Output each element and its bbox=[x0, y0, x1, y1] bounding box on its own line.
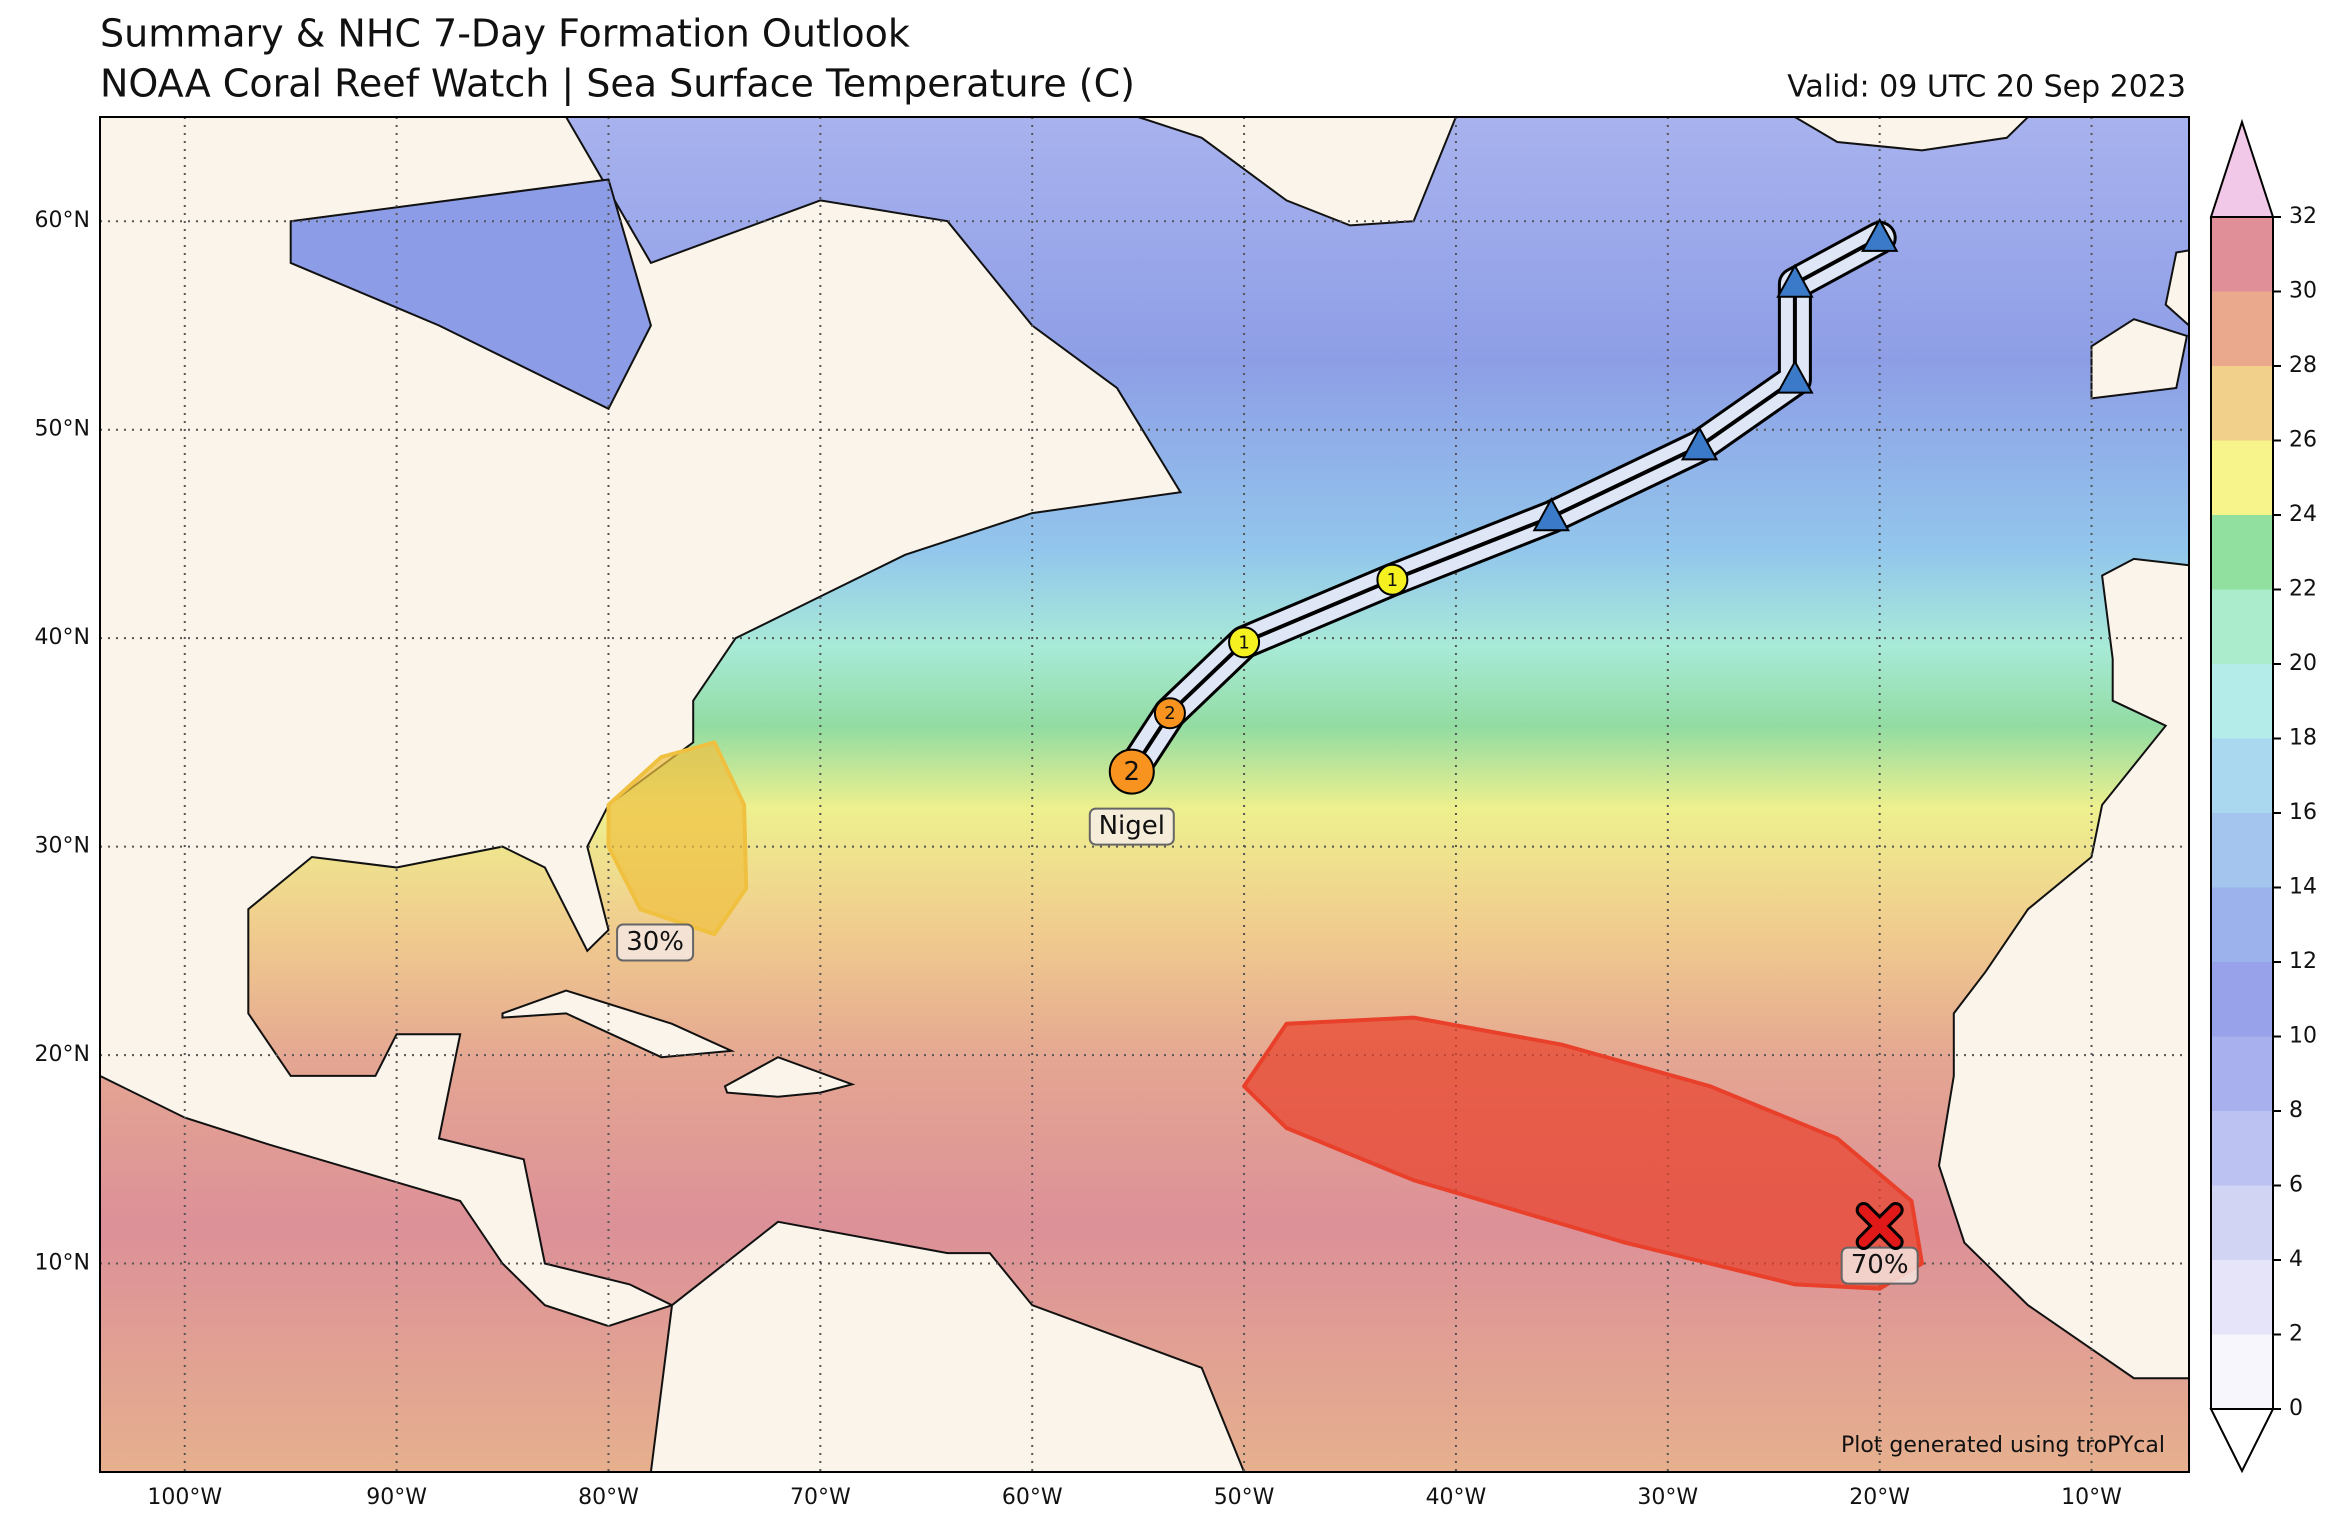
colorbar-tick-label: 30 bbox=[2289, 279, 2317, 304]
colorbar-band bbox=[2211, 366, 2273, 441]
land bbox=[1792, 117, 2030, 152]
colorbar-tick-label: 12 bbox=[2289, 949, 2317, 974]
colorbar-tick-label: 8 bbox=[2289, 1098, 2303, 1123]
colorbar-tick-label: 6 bbox=[2289, 1173, 2303, 1198]
map-frame bbox=[99, 116, 2190, 1473]
track-point-label: 2 bbox=[1124, 757, 1141, 787]
colorbar-tick-label: 4 bbox=[2289, 1247, 2303, 1272]
valid-time: Valid: 09 UTC 20 Sep 2023 bbox=[1787, 70, 2186, 105]
lat-label: 20°N bbox=[35, 1042, 90, 1067]
land bbox=[501, 989, 736, 1059]
credit: Plot generated using troPYcal bbox=[1841, 1433, 2165, 1458]
lon-label: 10°W bbox=[2061, 1485, 2122, 1510]
colorbar-tick-label: 28 bbox=[2289, 353, 2317, 378]
land bbox=[649, 1220, 1246, 1472]
outlook-label: 70% bbox=[1851, 1250, 1909, 1280]
lon-label: 90°W bbox=[366, 1485, 427, 1510]
label-box bbox=[1088, 807, 1175, 846]
colorbar-band bbox=[2211, 887, 2273, 962]
lat-label: 50°N bbox=[35, 417, 90, 442]
lat-label: 40°N bbox=[35, 625, 90, 650]
lon-label: 20°W bbox=[1849, 1485, 1910, 1510]
colorbar-band bbox=[2211, 1185, 2273, 1260]
colorbar-band bbox=[2211, 1111, 2273, 1186]
colorbar-tick-label: 24 bbox=[2289, 502, 2317, 527]
colorbar-band bbox=[2211, 291, 2273, 366]
colorbar-tick-label: 0 bbox=[2289, 1396, 2303, 1421]
colorbar-tick-label: 26 bbox=[2289, 428, 2317, 453]
lon-label: 50°W bbox=[1214, 1485, 1275, 1510]
lat-label: 30°N bbox=[35, 834, 90, 859]
colorbar-band bbox=[2211, 962, 2273, 1037]
land bbox=[2164, 249, 2189, 430]
colorbar-band bbox=[2211, 738, 2273, 813]
colorbar-tick-label: 20 bbox=[2289, 651, 2317, 676]
lon-label: 70°W bbox=[790, 1485, 851, 1510]
outlook-label: 30% bbox=[626, 927, 684, 957]
track-point bbox=[1680, 426, 1719, 461]
track-point bbox=[1108, 748, 1155, 795]
outlook-area bbox=[606, 740, 749, 937]
colorbar-tick-label: 2 bbox=[2289, 1322, 2303, 1347]
hudson-bay bbox=[289, 178, 652, 411]
storm-name: Nigel bbox=[1099, 811, 1165, 841]
colorbar-band bbox=[2211, 1334, 2273, 1409]
colorbar-tick-label: 32 bbox=[2289, 204, 2317, 229]
lat-label: 60°N bbox=[35, 208, 90, 233]
land bbox=[1137, 117, 1457, 227]
colorbar-extend bbox=[2209, 118, 2275, 218]
colorbar-tick-label: 18 bbox=[2289, 726, 2317, 751]
colorbar-band bbox=[2211, 664, 2273, 739]
track-point-label: 2 bbox=[1164, 703, 1175, 724]
map: 30% 70% 2 2 1 1 Nigel bbox=[100, 117, 2189, 1472]
track-point bbox=[1153, 697, 1186, 730]
colorbar-band bbox=[2211, 440, 2273, 515]
colorbar-band bbox=[2211, 1036, 2273, 1111]
land bbox=[100, 117, 1183, 1328]
colorbar-extend bbox=[2209, 1408, 2275, 1474]
lon-label: 60°W bbox=[1002, 1485, 1063, 1510]
track-point bbox=[1228, 626, 1261, 659]
track-point-label: 1 bbox=[1238, 632, 1249, 653]
title: Summary & NHC 7-Day Formation Outlook bbox=[100, 12, 910, 56]
track-point bbox=[1776, 263, 1814, 298]
lon-label: 80°W bbox=[578, 1485, 639, 1510]
colorbar-tick-label: 14 bbox=[2289, 875, 2317, 900]
colorbar-band bbox=[2211, 1260, 2273, 1335]
land bbox=[2090, 318, 2189, 400]
track-point-label: 1 bbox=[1387, 570, 1398, 591]
lat-label: 10°N bbox=[35, 1251, 90, 1276]
track-point bbox=[1532, 497, 1570, 532]
colorbar-tick-label: 22 bbox=[2289, 577, 2317, 602]
lon-label: 100°W bbox=[147, 1485, 222, 1510]
lon-label: 40°W bbox=[1426, 1485, 1487, 1510]
track-point bbox=[1376, 563, 1409, 596]
colorbar-band bbox=[2211, 217, 2273, 292]
subtitle: NOAA Coral Reef Watch | Sea Surface Temp… bbox=[100, 62, 1135, 107]
colorbar-band bbox=[2211, 515, 2273, 590]
land bbox=[1937, 557, 2189, 1380]
colorbar-tick-label: 16 bbox=[2289, 800, 2317, 825]
label-box bbox=[616, 923, 695, 962]
colorbar-tick-label: 10 bbox=[2289, 1024, 2317, 1049]
label-box bbox=[1840, 1246, 1919, 1285]
formation-x bbox=[1858, 1205, 1901, 1248]
track-point bbox=[1860, 217, 1899, 252]
track-point bbox=[1776, 359, 1814, 394]
lon-label: 30°W bbox=[1637, 1485, 1698, 1510]
colorbar-band bbox=[2211, 589, 2273, 664]
colorbar-band bbox=[2211, 813, 2273, 888]
